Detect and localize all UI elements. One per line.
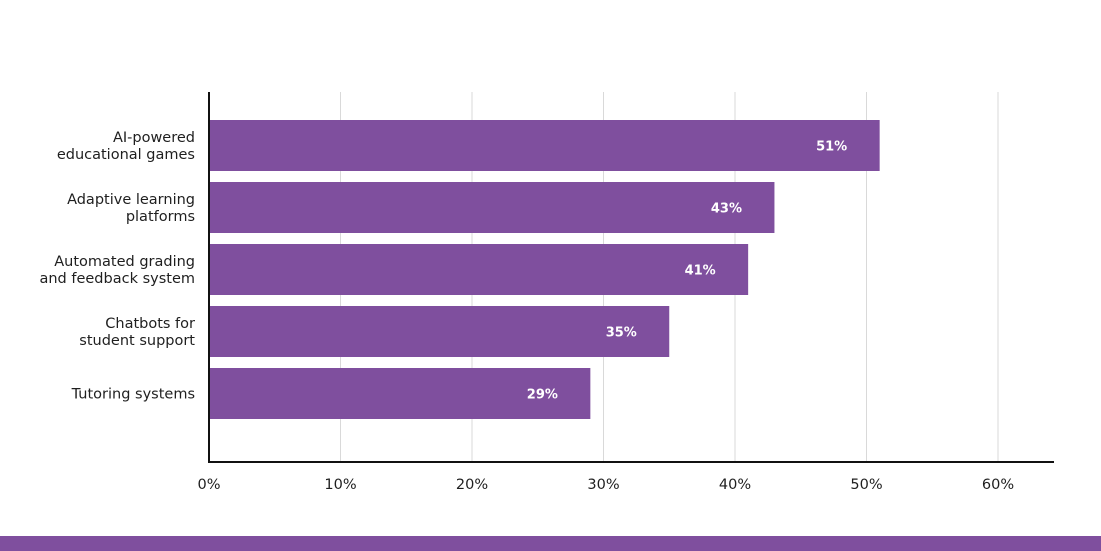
bar-value-label-1: 43% <box>711 202 742 217</box>
x-tick-labels: 0% 10% 20% 30% 40% 50% 60% <box>197 477 1014 493</box>
bar-value-label-4: 29% <box>527 388 558 403</box>
axes <box>208 92 1054 463</box>
category-label-line: platforms <box>126 209 195 225</box>
bar-2 <box>209 244 749 295</box>
category-label-line: Tutoring systems <box>71 387 195 403</box>
category-label-line: Adaptive learning <box>67 192 195 208</box>
bars: 51% 43% 41% 35% 29% <box>209 120 880 419</box>
x-tick-label-0: 0% <box>197 477 220 493</box>
category-label-line: AI-powered <box>113 130 195 146</box>
bar-value-label-0: 51% <box>816 140 847 155</box>
bar-1 <box>209 182 775 233</box>
bar-3 <box>209 306 670 357</box>
x-tick-label-60: 60% <box>982 477 1014 493</box>
category-label-line: educational games <box>57 147 195 163</box>
category-label-line: and feedback system <box>39 271 195 287</box>
bottom-accent-band <box>0 536 1101 551</box>
bar-0 <box>209 120 880 171</box>
bar-4 <box>209 368 591 419</box>
category-label-4: Tutoring systems <box>71 387 195 403</box>
x-tick-label-50: 50% <box>850 477 882 493</box>
bar-value-label-3: 35% <box>606 326 637 341</box>
x-tick-label-30: 30% <box>587 477 619 493</box>
category-label-line: Automated grading <box>54 254 195 270</box>
category-label-line: student support <box>79 333 195 349</box>
x-tick-label-40: 40% <box>719 477 751 493</box>
x-tick-label-20: 20% <box>456 477 488 493</box>
category-label-line: Chatbots for <box>105 316 195 332</box>
x-tick-label-10: 10% <box>324 477 356 493</box>
bar-value-label-2: 41% <box>685 264 716 279</box>
